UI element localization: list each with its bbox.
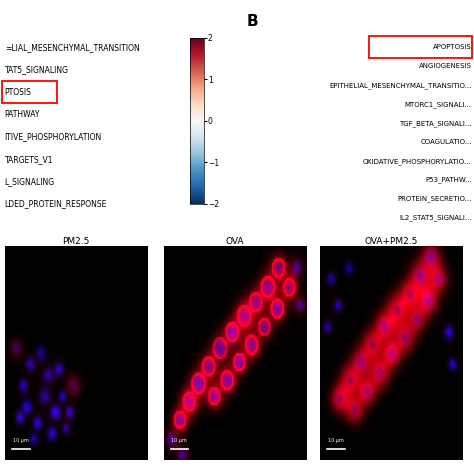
Title: PM2.5: PM2.5	[62, 237, 90, 246]
Text: IL2_STAT5_SIGNALI...: IL2_STAT5_SIGNALI...	[399, 215, 472, 221]
Text: OXIDATIVE_PHOSPHORYLATIO...: OXIDATIVE_PHOSPHORYLATIO...	[363, 158, 472, 164]
Text: PTOSIS: PTOSIS	[5, 88, 32, 97]
Text: COAGULATIO...: COAGULATIO...	[420, 139, 472, 145]
Text: APOPTOSIS: APOPTOSIS	[433, 45, 472, 50]
Text: PROTEIN_SECRETIO...: PROTEIN_SECRETIO...	[397, 196, 472, 202]
Text: LDED_PROTEIN_RESPONSE: LDED_PROTEIN_RESPONSE	[5, 200, 107, 208]
Text: =LIAL_MESENCHYMAL_TRANSITION: =LIAL_MESENCHYMAL_TRANSITION	[5, 43, 139, 52]
Text: B: B	[246, 14, 258, 29]
Title: OVA: OVA	[225, 237, 244, 246]
Text: 10 μm: 10 μm	[12, 438, 28, 443]
Text: TAT5_SIGNALING: TAT5_SIGNALING	[5, 65, 69, 74]
Text: EPITHELIAL_MESENCHYMAL_TRANSITIO...: EPITHELIAL_MESENCHYMAL_TRANSITIO...	[329, 82, 472, 89]
Text: TGF_BETA_SIGNALI...: TGF_BETA_SIGNALI...	[399, 120, 472, 127]
Title: OVA+PM2.5: OVA+PM2.5	[365, 237, 418, 246]
Text: 10 μm: 10 μm	[328, 438, 344, 443]
Text: TARGETS_V1: TARGETS_V1	[5, 155, 53, 164]
Text: ITIVE_PHOSPHORYLATION: ITIVE_PHOSPHORYLATION	[5, 132, 102, 141]
Text: 10 μm: 10 μm	[171, 438, 187, 443]
Text: ANGIOGENESIS: ANGIOGENESIS	[419, 64, 472, 69]
Text: PATHWAY: PATHWAY	[5, 110, 40, 119]
Text: P53_PATHW...: P53_PATHW...	[425, 177, 472, 183]
Text: L_SIGNALING: L_SIGNALING	[5, 177, 55, 186]
Text: MTORC1_SIGNALI...: MTORC1_SIGNALI...	[404, 101, 472, 108]
